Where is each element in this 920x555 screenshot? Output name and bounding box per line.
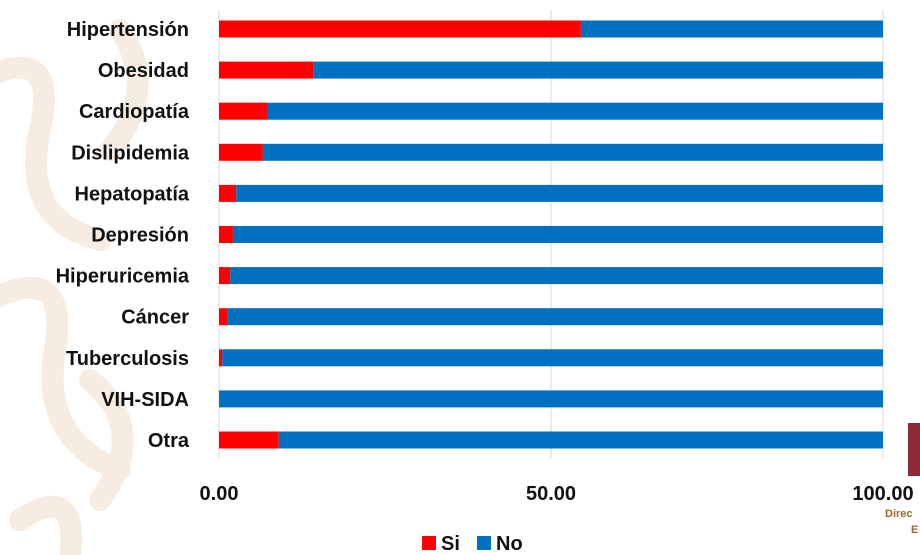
bar-no-5 [232, 226, 884, 243]
legend-label-si: Si [441, 533, 460, 555]
category-label: Depresión [91, 225, 189, 247]
category-label: Dislipidemia [71, 142, 190, 164]
legend: Si No [422, 533, 523, 555]
bar-si-5 [219, 226, 233, 243]
category-label: Hiperuricemia [56, 266, 190, 288]
bar-no-2 [267, 102, 883, 120]
background-swirl [79, 369, 134, 511]
bar-si-3 [219, 143, 263, 161]
bar-si-10 [219, 431, 279, 449]
bar-no-8 [222, 349, 883, 367]
bar-si-9 [219, 390, 220, 408]
background-swirl [0, 276, 131, 481]
logo-text-line2: E [911, 524, 918, 536]
agency-logo: Direc E [885, 423, 920, 536]
category-label: Hepatopatía [75, 183, 190, 205]
category-label: Cáncer [121, 307, 189, 329]
category-labels: Hipertensión Obesidad Cardiopatía Dislipide… [56, 19, 190, 452]
x-tick-label: 100.00 [852, 483, 913, 505]
bar-no-9 [219, 390, 883, 408]
bar-no-0 [580, 20, 883, 38]
background-swirl [99, 19, 149, 161]
x-axis-tick-labels: 0.00 50.00 100.00 [200, 483, 914, 505]
category-label: Obesidad [98, 60, 189, 82]
x-tick-label: 0.00 [200, 483, 239, 505]
background-swirl [0, 56, 111, 251]
legend-label-no: No [496, 533, 523, 555]
category-label: Otra [148, 430, 190, 452]
logo-block [908, 423, 920, 476]
bar-si-1 [219, 61, 314, 79]
bar-no-7 [227, 308, 883, 326]
bars [219, 20, 884, 449]
bar-no-1 [313, 61, 884, 79]
logo-text-line1: Direc [885, 508, 913, 520]
bar-si-0 [219, 20, 581, 38]
category-label: VIH-SIDA [101, 389, 189, 411]
legend-swatch-si [422, 536, 436, 550]
category-label: Cardiopatía [79, 101, 190, 123]
x-tick-label: 50.00 [526, 483, 576, 505]
bar-no-6 [230, 267, 884, 285]
category-label: Tuberculosis [66, 348, 189, 370]
legend-swatch-no [477, 536, 491, 550]
bar-si-8 [219, 349, 223, 367]
bar-si-7 [219, 308, 228, 326]
bar-no-10 [278, 431, 883, 449]
bar-no-3 [262, 143, 884, 161]
category-label: Hipertensión [67, 19, 189, 41]
bar-si-2 [219, 102, 268, 120]
bar-si-4 [219, 184, 237, 202]
bar-no-4 [236, 184, 883, 202]
bar-si-6 [219, 267, 231, 285]
background-swirl [9, 495, 83, 555]
